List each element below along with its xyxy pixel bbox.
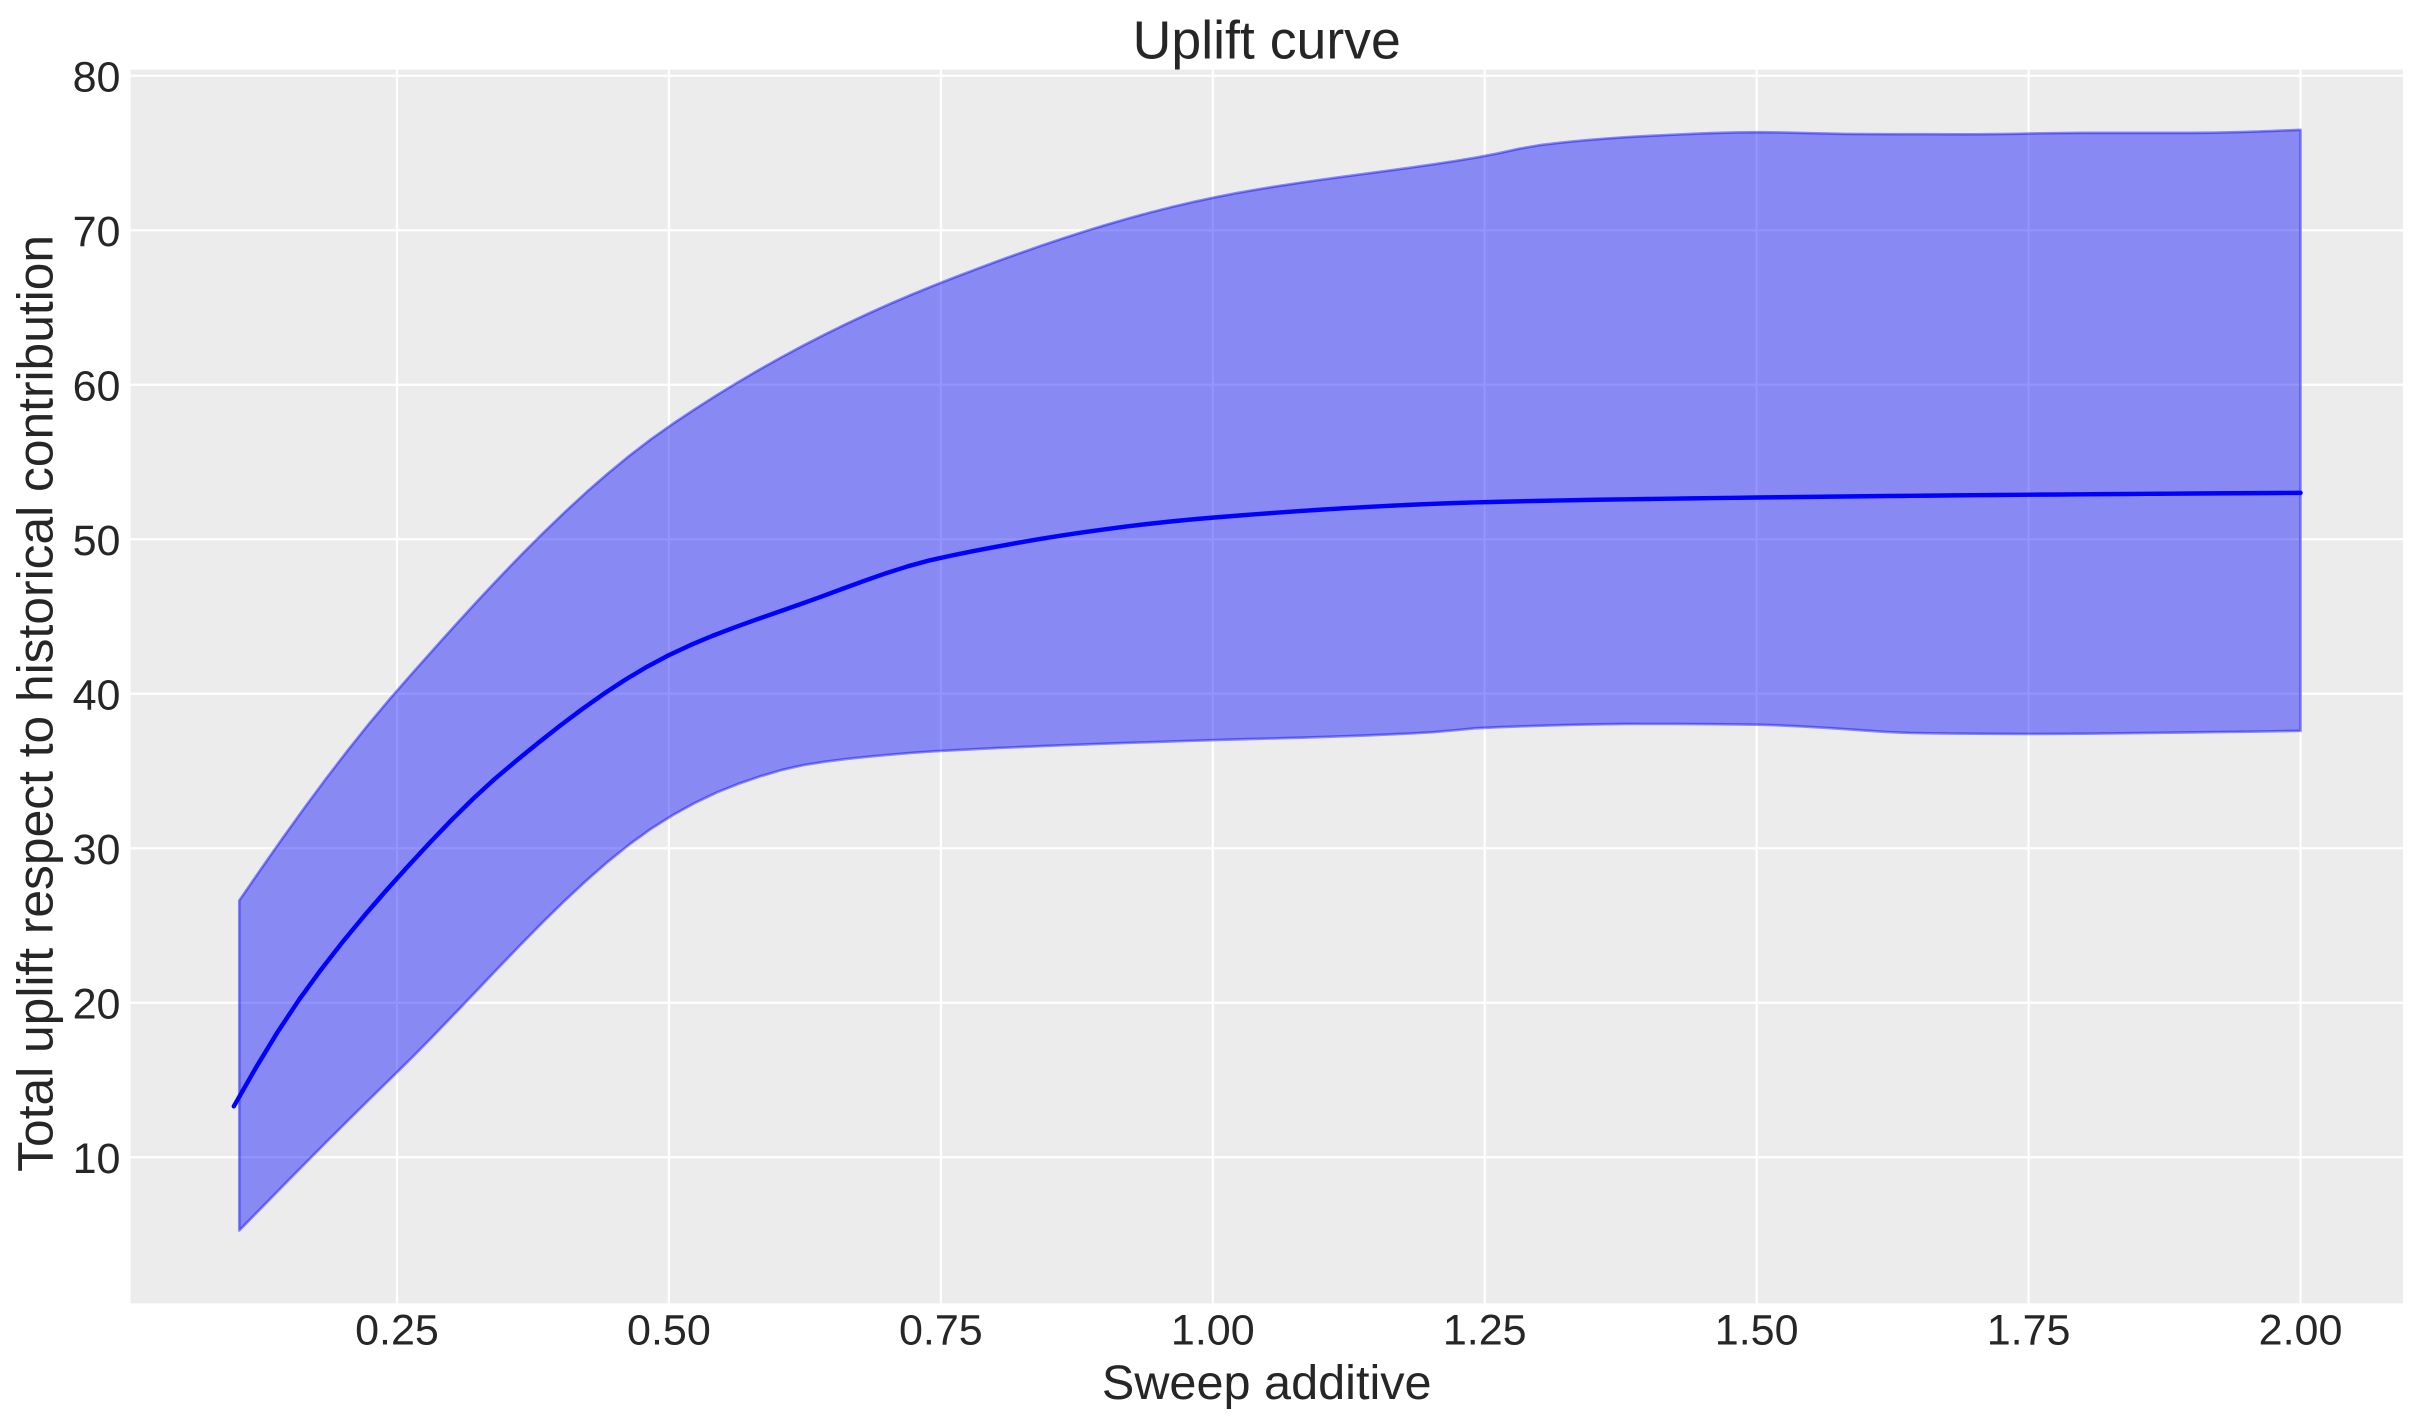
svg-text:80: 80	[73, 53, 121, 101]
svg-text:Sweep additive: Sweep additive	[1102, 1356, 1432, 1410]
svg-text:Uplift curve: Uplift curve	[1133, 10, 1401, 70]
svg-text:0.75: 0.75	[899, 1307, 983, 1355]
svg-text:Total uplift respect to histor: Total uplift respect to historical contr…	[7, 235, 63, 1172]
svg-text:60: 60	[73, 362, 121, 410]
svg-text:2.00: 2.00	[2259, 1307, 2343, 1355]
svg-text:1.50: 1.50	[1715, 1307, 1799, 1355]
svg-text:10: 10	[73, 1135, 121, 1183]
svg-text:20: 20	[73, 980, 121, 1028]
svg-text:1.00: 1.00	[1171, 1307, 1255, 1355]
svg-text:1.25: 1.25	[1443, 1307, 1527, 1355]
svg-text:70: 70	[73, 208, 121, 256]
svg-text:0.50: 0.50	[627, 1307, 711, 1355]
svg-text:50: 50	[73, 517, 121, 565]
svg-text:0.25: 0.25	[355, 1307, 439, 1355]
svg-text:30: 30	[73, 826, 121, 874]
svg-text:1.75: 1.75	[1987, 1307, 2071, 1355]
svg-text:40: 40	[73, 671, 121, 719]
